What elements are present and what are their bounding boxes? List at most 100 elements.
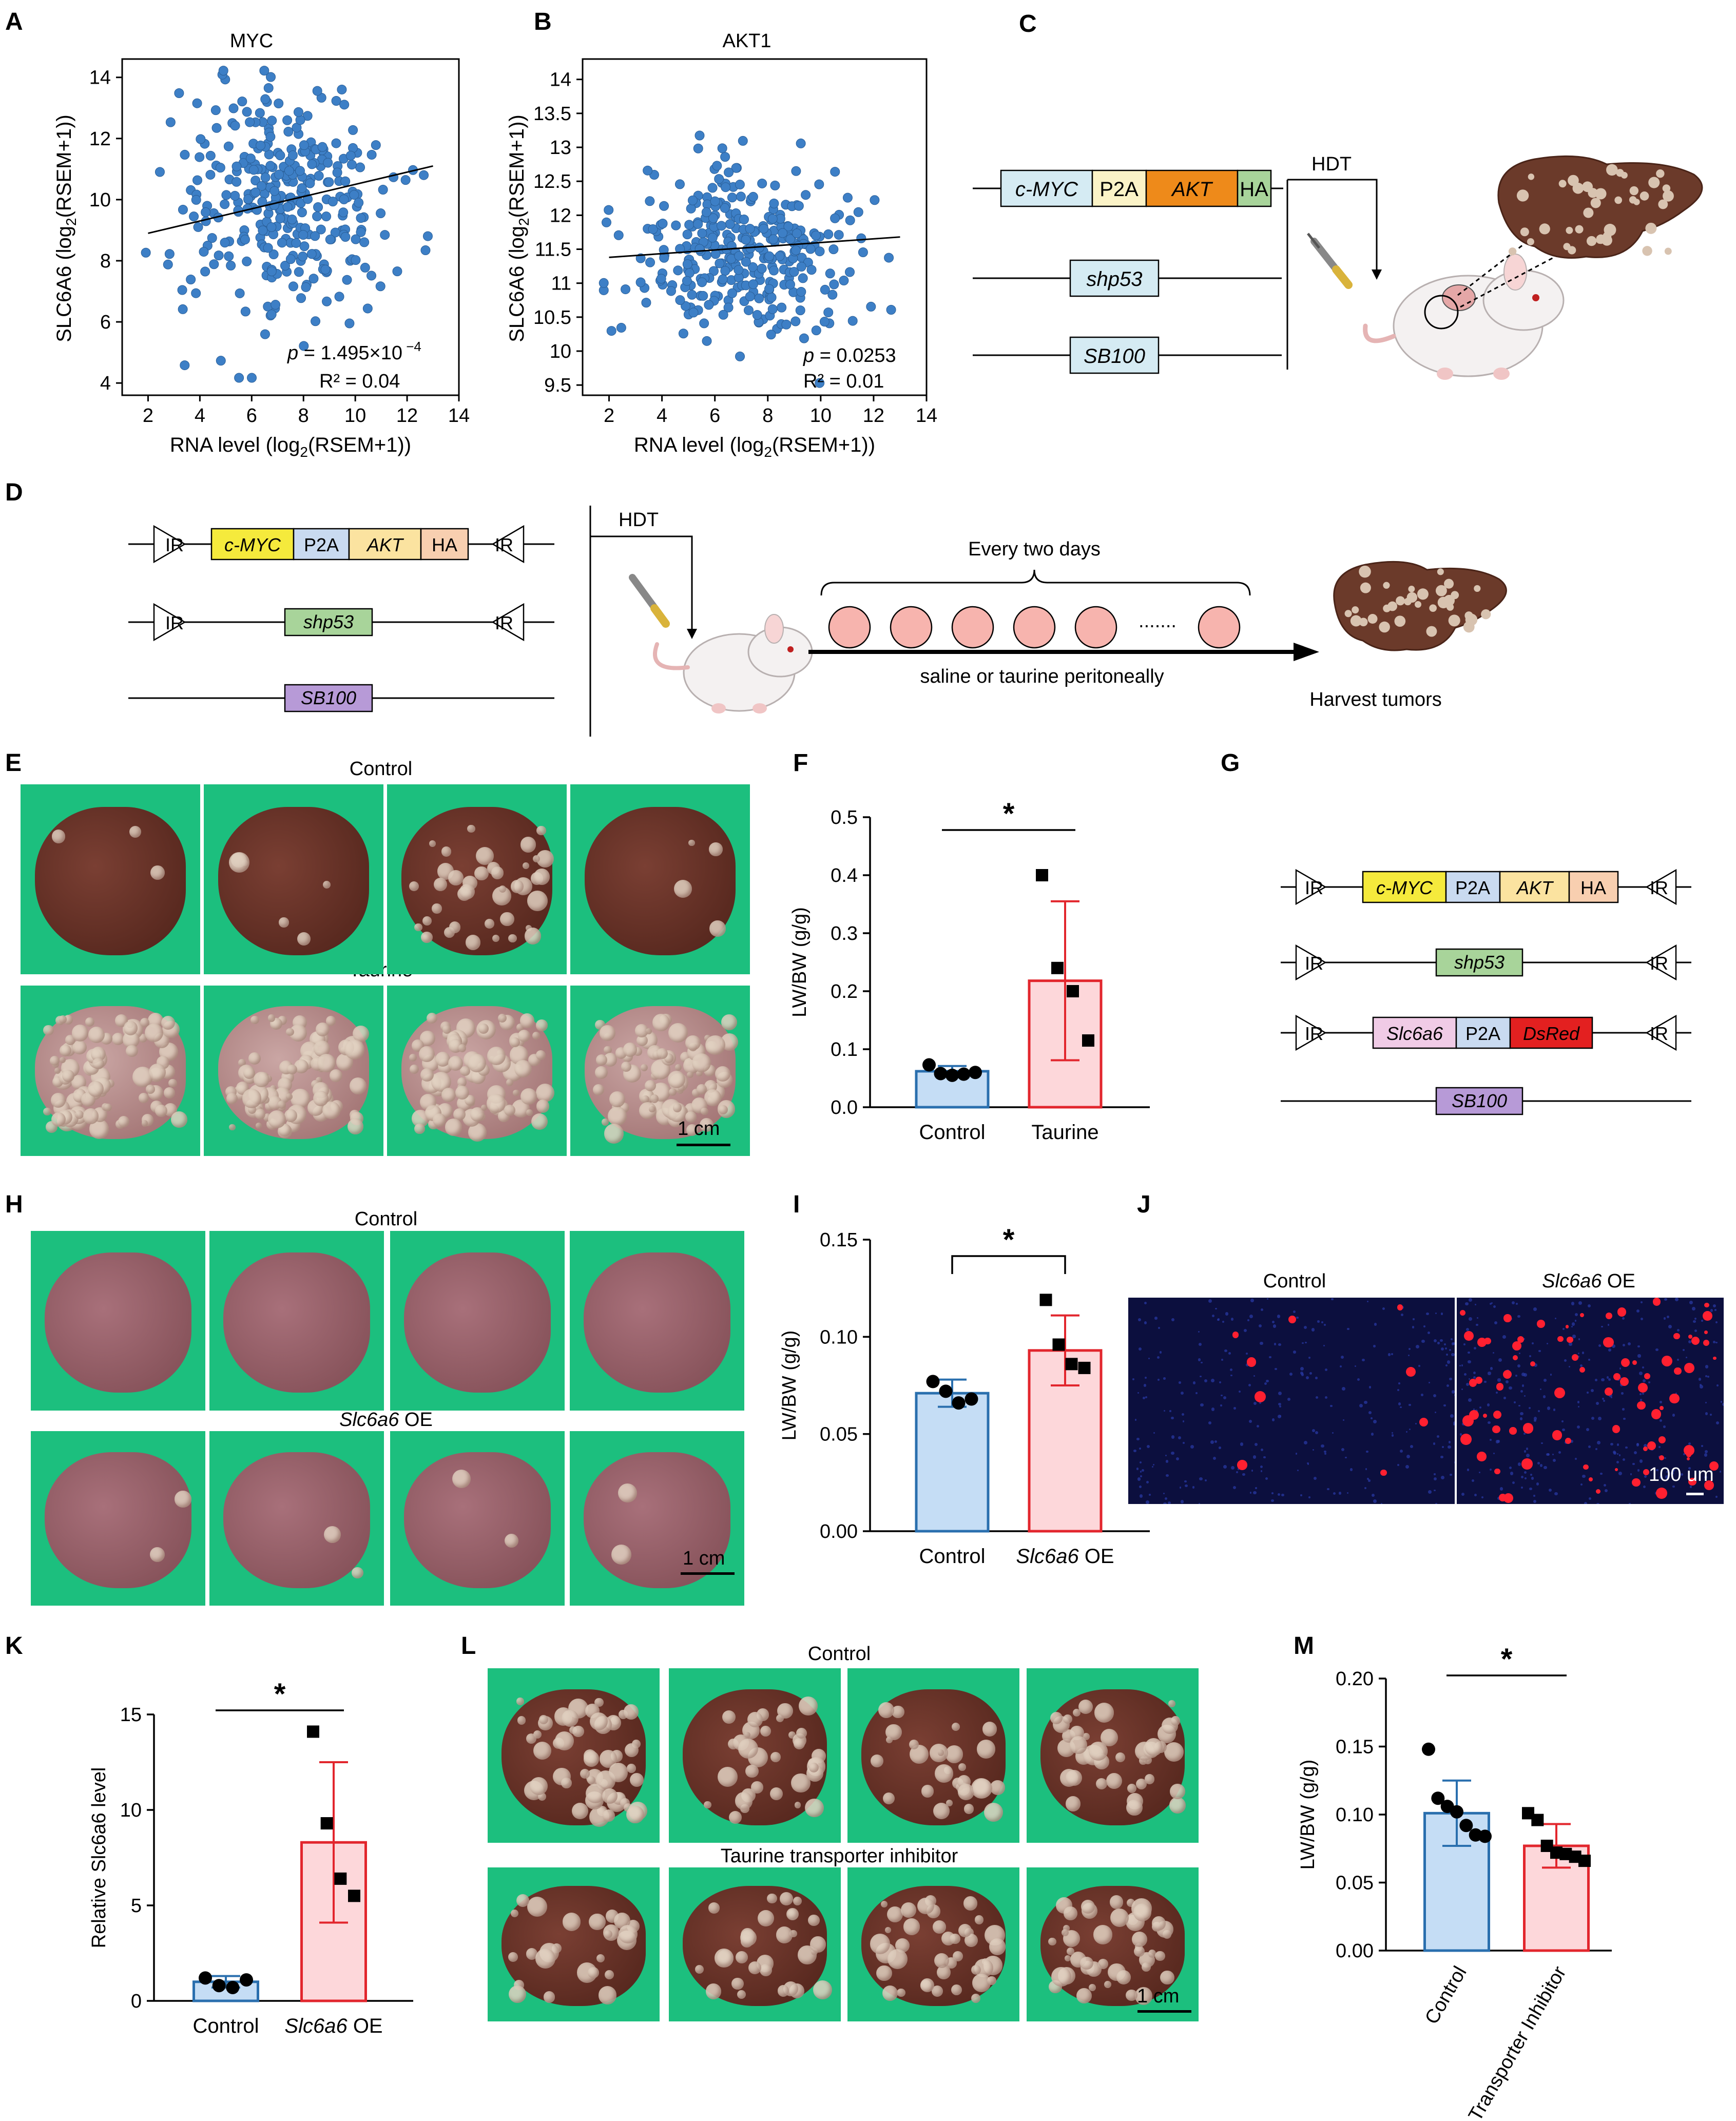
tumor-nodule <box>478 1024 489 1034</box>
scatter-point <box>764 251 775 261</box>
tumor-nodule <box>508 1985 526 2003</box>
tumor-nodule <box>609 1091 626 1108</box>
y-tick-label: 14 <box>89 67 111 89</box>
nucleus <box>1693 1320 1696 1323</box>
group-label-inhibitor: Taurine transporter inhibitor <box>721 1845 958 1867</box>
tumor-nodule <box>1109 1895 1124 1909</box>
dsred-signal <box>1617 1307 1627 1317</box>
tumor-nodule <box>520 837 536 853</box>
tumor-nodule <box>455 1086 470 1100</box>
nucleus <box>1321 1321 1324 1324</box>
nucleus <box>1605 1489 1608 1493</box>
scatter-point <box>741 235 751 245</box>
nucleus <box>1278 1402 1281 1406</box>
nucleus <box>1240 1442 1244 1446</box>
nucleus <box>1338 1492 1342 1495</box>
nucleus <box>1327 1488 1329 1491</box>
scatter-point <box>759 224 769 234</box>
nucleus <box>1373 1499 1377 1503</box>
scatter-point <box>768 234 779 244</box>
nucleus <box>1264 1382 1267 1385</box>
nucleus <box>1192 1381 1196 1384</box>
y-tick-label: 0.05 <box>820 1424 858 1445</box>
nucleus <box>1428 1490 1432 1494</box>
dsred-signal <box>1565 1325 1569 1328</box>
tumor-nodule <box>104 1103 112 1112</box>
tumor-nodule <box>810 1936 826 1953</box>
data-point <box>334 1872 347 1885</box>
dsred-signal <box>1703 1339 1709 1346</box>
tumor-nodule <box>561 1778 572 1788</box>
nucleus <box>1683 1453 1686 1456</box>
scatter-point <box>721 182 731 192</box>
nucleus <box>1435 1503 1438 1504</box>
nucleus <box>1242 1473 1245 1476</box>
y-axis-label: LW/BW (g/g) <box>789 907 811 1017</box>
scatter-point <box>226 260 236 271</box>
nodule <box>1367 614 1378 624</box>
scatter-point <box>220 199 230 209</box>
nucleus <box>1548 1489 1552 1492</box>
nucleus <box>1569 1342 1572 1346</box>
nucleus <box>1705 1365 1709 1368</box>
tumor-nodule <box>409 1053 417 1062</box>
nucleus <box>1493 1305 1496 1308</box>
nucleus <box>1715 1341 1718 1344</box>
scatter-point <box>704 300 714 310</box>
tumor-nodule <box>808 1763 819 1773</box>
scatter-point <box>216 356 226 366</box>
nucleus <box>1499 1487 1503 1491</box>
scatter-point <box>783 221 794 232</box>
nucleus <box>1272 1324 1277 1328</box>
scatter-point <box>332 167 342 178</box>
scatter-point <box>659 201 669 211</box>
dsred-signal <box>1643 1446 1648 1451</box>
nucleus <box>1138 1318 1142 1322</box>
scatter-point <box>741 257 751 267</box>
tumor-nodule <box>1154 1951 1165 1961</box>
tumor-nodule <box>297 932 311 946</box>
nucleus <box>1400 1449 1403 1453</box>
tumor-nodule <box>520 1088 537 1105</box>
dsred-signal <box>1469 1410 1479 1420</box>
nucleus <box>1159 1351 1162 1354</box>
tumor-nodule <box>555 1731 574 1751</box>
tumor-nodule <box>59 1015 67 1024</box>
tumor-nodule <box>1160 1970 1174 1985</box>
tumor-nodule <box>589 1914 606 1931</box>
scatter-point <box>718 274 728 284</box>
p-value: p = 1.495×10 −4 <box>287 339 421 364</box>
nucleus <box>1429 1381 1431 1383</box>
nucleus <box>1616 1443 1619 1446</box>
tumor-nodule <box>529 1777 548 1795</box>
y-tick-label: 5 <box>131 1895 142 1917</box>
nodule <box>1344 610 1352 618</box>
scatter-point <box>257 181 267 191</box>
tumor-nodule <box>229 1124 236 1131</box>
y-tick-label: 10 <box>89 189 111 211</box>
nucleus <box>1451 1390 1455 1394</box>
nucleus <box>1468 1398 1472 1402</box>
scatter-point <box>723 302 734 313</box>
y-tick-label: 15 <box>120 1704 142 1726</box>
sb100-label: SB100 <box>301 687 356 708</box>
nucleus <box>1463 1343 1465 1345</box>
y-tick-label: 11 <box>551 273 571 295</box>
nodule <box>1639 191 1649 201</box>
nodule <box>1663 190 1674 202</box>
nucleus <box>1345 1456 1347 1459</box>
nucleus <box>1199 1477 1203 1480</box>
nucleus <box>1629 1502 1631 1504</box>
liver <box>404 1252 551 1393</box>
nucleus <box>1487 1403 1490 1406</box>
nucleus <box>1572 1335 1576 1338</box>
tumor-nodule <box>1141 1962 1151 1972</box>
nucleus <box>1293 1351 1296 1354</box>
tumor-nodule <box>776 1926 793 1943</box>
tumor-nodule <box>932 1920 946 1934</box>
y-axis-label: Relative Slc6a6 level <box>88 1767 110 1949</box>
scatter-point <box>232 177 242 187</box>
nucleus <box>1636 1309 1640 1313</box>
tumor-nodule <box>794 1738 805 1750</box>
tumor-nodule <box>871 1754 884 1767</box>
